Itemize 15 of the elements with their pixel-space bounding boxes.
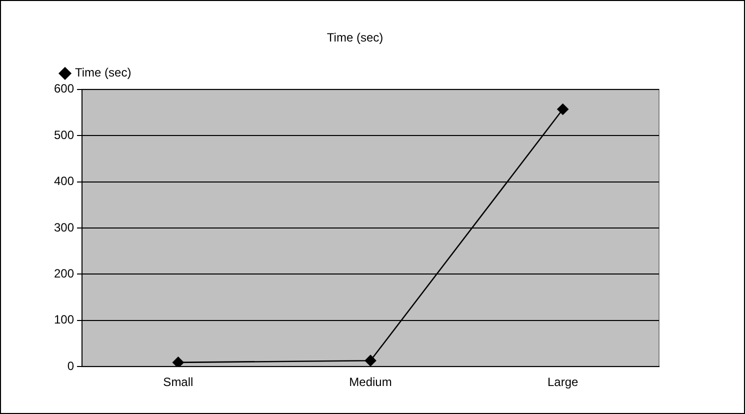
- legend-label: Time (sec): [75, 66, 132, 80]
- y-tick-label: 200: [54, 266, 74, 281]
- y-tick-label: 500: [54, 128, 74, 142]
- y-tick-label: 600: [54, 82, 74, 96]
- point: [557, 104, 568, 115]
- point: [364, 354, 376, 366]
- x-tick-label: Small: [163, 375, 194, 390]
- chart-title: Time (sec): [326, 30, 384, 45]
- y-tick-label: 300: [54, 220, 74, 234]
- y-tick-label: 400: [54, 174, 74, 188]
- point: [172, 356, 184, 367]
- x-tick-label: Large: [547, 375, 579, 390]
- x-tick-label: Medium: [349, 375, 392, 390]
- y-tick-label: 0: [67, 358, 74, 373]
- y-tick-label: 100: [54, 312, 74, 327]
